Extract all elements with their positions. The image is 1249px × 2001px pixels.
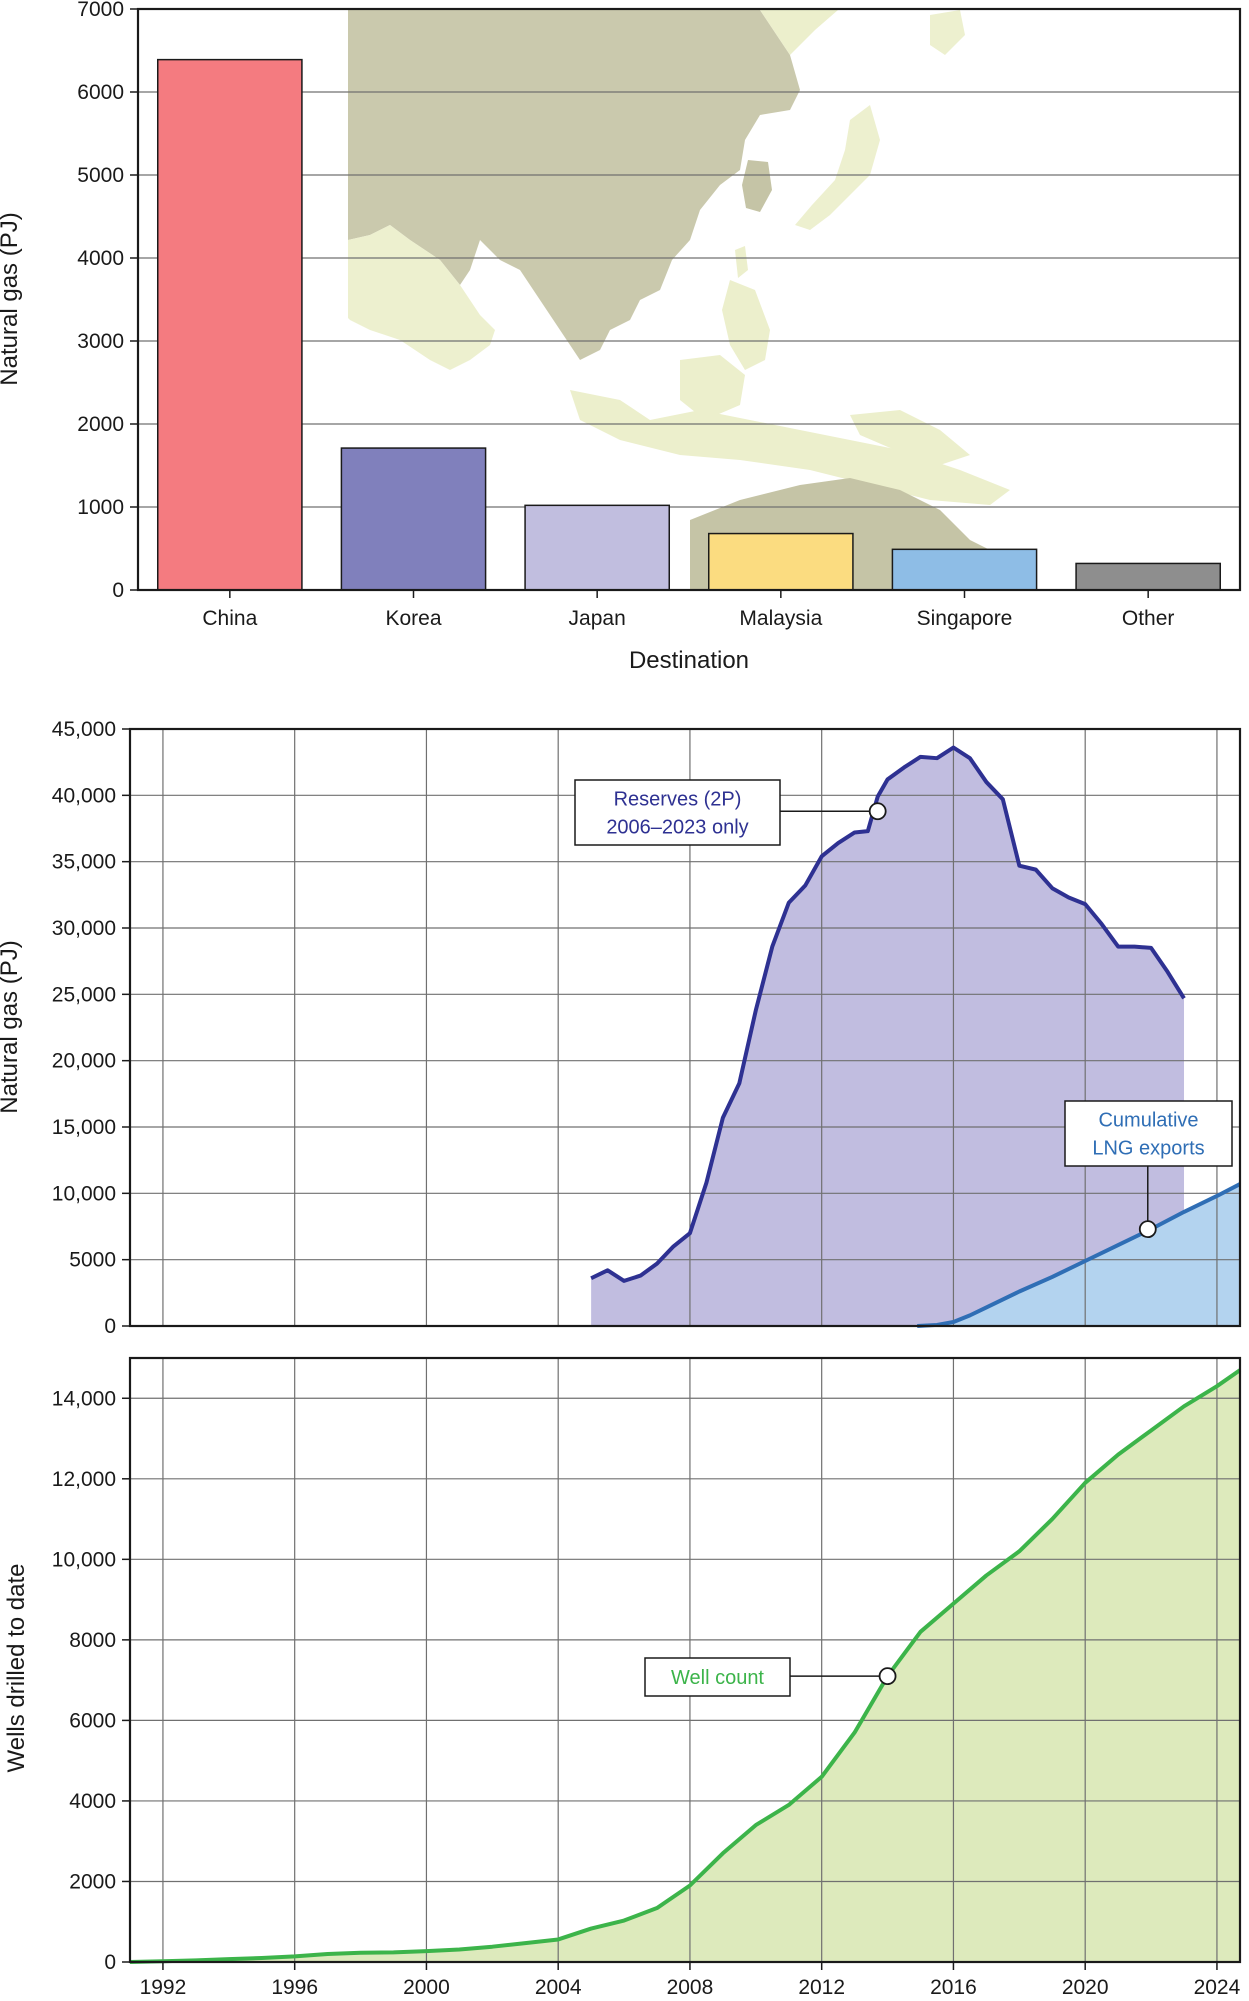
y-tick-label: 4000 bbox=[69, 1790, 116, 1813]
series-line-0 bbox=[590, 745, 1186, 1283]
wells-gridlines bbox=[130, 1358, 1240, 1962]
x-tick-label: Other bbox=[1122, 607, 1175, 630]
callout-label: Reserves (2P) bbox=[614, 789, 742, 811]
reserves-lng-y-axis-label: Natural gas (PJ) bbox=[0, 940, 23, 1113]
y-tick-label: 12,000 bbox=[52, 1468, 116, 1491]
destination-bar-chart: 0 1000 2000 3000 4000 5000 6000 7000 China Korea… bbox=[0, 0, 1242, 674]
bar-china bbox=[156, 58, 303, 591]
wells-lines bbox=[129, 1368, 1242, 1964]
callout-label: Well count bbox=[671, 1667, 764, 1689]
x-tick-label: 2012 bbox=[798, 1976, 845, 1999]
y-tick-label: 5000 bbox=[69, 1249, 116, 1272]
x-tick-label: China bbox=[202, 607, 257, 630]
bar-chart-frame bbox=[136, 7, 1242, 592]
x-tick-label: 2016 bbox=[930, 1976, 977, 1999]
y-tick-label: 3000 bbox=[77, 330, 124, 353]
series-area-1 bbox=[917, 1184, 1240, 1326]
callout-marker bbox=[1138, 1220, 1157, 1239]
bar-chart-gridlines bbox=[138, 91, 1240, 508]
bar-korea bbox=[340, 447, 487, 591]
wells-x-tick-labels: 1992 1996 2000 2004 2008 2012 2016 2020 2024 bbox=[140, 1962, 1241, 1999]
y-tick-label: 6000 bbox=[77, 81, 124, 104]
y-tick-label: 20,000 bbox=[52, 1050, 116, 1073]
y-tick-label: 14,000 bbox=[52, 1387, 116, 1410]
reserves-lng-series bbox=[591, 747, 1240, 1326]
map-land-japan bbox=[795, 105, 880, 230]
reserves-lng-callouts: Reserves (2P) 2006–2023 only Cumulative LNG… bbox=[574, 779, 1233, 1239]
y-tick-label: 8000 bbox=[69, 1629, 116, 1652]
y-tick-label: 1000 bbox=[77, 496, 124, 519]
map-land-philippines bbox=[722, 280, 770, 370]
y-tick-label: 35,000 bbox=[52, 851, 116, 874]
bar-malaysia bbox=[707, 532, 854, 591]
series-area-0 bbox=[130, 1370, 1240, 1962]
y-tick-label: 0 bbox=[104, 1951, 116, 1974]
x-tick-label: 2024 bbox=[1194, 1976, 1241, 1999]
x-tick-label: 1996 bbox=[271, 1976, 318, 1999]
map-land-taiwan bbox=[735, 246, 748, 278]
callout-label: Cumulative bbox=[1098, 1110, 1198, 1132]
bar-chart-y-tick-labels: 0 1000 2000 3000 4000 5000 6000 7000 bbox=[77, 0, 138, 602]
map-land-north bbox=[348, 10, 838, 55]
y-tick-label: 45,000 bbox=[52, 718, 116, 741]
map-land-west-edge bbox=[348, 225, 495, 370]
y-tick-label: 40,000 bbox=[52, 784, 116, 807]
x-tick-label: 2020 bbox=[1062, 1976, 1109, 1999]
map-land-korea bbox=[742, 160, 772, 212]
series-line-1 bbox=[917, 1182, 1241, 1328]
x-tick-label: 1992 bbox=[140, 1976, 187, 1999]
series-line-0 bbox=[129, 1368, 1242, 1964]
callout-label: 2006–2023 only bbox=[606, 817, 748, 839]
y-tick-label: 0 bbox=[112, 579, 124, 602]
map-land-indonesia bbox=[570, 390, 1010, 505]
callout-marker bbox=[878, 1667, 897, 1686]
x-tick-label: 2000 bbox=[403, 1976, 450, 1999]
y-tick-label: 10,000 bbox=[52, 1182, 116, 1205]
bar-singapore bbox=[891, 548, 1038, 591]
y-tick-label: 2000 bbox=[69, 1870, 116, 1893]
bar-chart-bars bbox=[156, 58, 1222, 591]
x-tick-label: Japan bbox=[569, 607, 626, 630]
reserves-lng-area-chart: 0 5000 10,000 15,000 20,000 25,000 30,000 35,00… bbox=[0, 718, 1242, 1338]
wells-series bbox=[130, 1370, 1240, 1962]
callout-label: LNG exports bbox=[1092, 1138, 1204, 1160]
y-tick-label: 2000 bbox=[77, 413, 124, 436]
series-area-0 bbox=[591, 747, 1185, 1326]
x-tick-label: 2004 bbox=[535, 1976, 582, 1999]
bar-other bbox=[1075, 562, 1222, 591]
map-land-borneo bbox=[680, 355, 745, 420]
wells-area-chart: 0 2000 4000 6000 8000 10,000 12,000 14,000 1992… bbox=[3, 1356, 1242, 1999]
bar-chart-x-tick-labels: China Korea Japan Malaysia Singapore Other bbox=[202, 590, 1174, 630]
callout-box bbox=[574, 779, 781, 846]
x-tick-label: 2008 bbox=[667, 1976, 714, 1999]
x-tick-label: Malaysia bbox=[739, 607, 822, 630]
y-tick-label: 15,000 bbox=[52, 1116, 116, 1139]
map-land-japan-north bbox=[930, 10, 965, 55]
x-tick-label: Korea bbox=[385, 607, 441, 630]
y-tick-label: 6000 bbox=[69, 1709, 116, 1732]
wells-y-axis-label: Wells drilled to date bbox=[3, 1564, 30, 1773]
callout-box bbox=[1064, 1100, 1233, 1167]
y-tick-label: 0 bbox=[104, 1315, 116, 1338]
map-land-mainland bbox=[348, 10, 800, 360]
wells-frame bbox=[128, 1356, 1242, 1964]
callout-box bbox=[644, 1657, 791, 1697]
y-tick-label: 25,000 bbox=[52, 983, 116, 1006]
reserves-lng-frame bbox=[128, 727, 1242, 1328]
callout-marker bbox=[868, 802, 887, 821]
reserves-lng-lines bbox=[590, 745, 1241, 1328]
bar-japan bbox=[524, 504, 671, 591]
y-tick-label: 30,000 bbox=[52, 917, 116, 940]
y-tick-label: 5000 bbox=[77, 164, 124, 187]
bar-chart-y-axis-label: Natural gas (PJ) bbox=[0, 212, 23, 385]
wells-callouts: Well count bbox=[644, 1657, 897, 1697]
y-tick-label: 7000 bbox=[77, 0, 124, 21]
y-tick-label: 10,000 bbox=[52, 1548, 116, 1571]
wells-y-tick-labels: 0 2000 4000 6000 8000 10,000 12,000 14,000 bbox=[52, 1387, 130, 1974]
reserves-lng-y-tick-labels: 0 5000 10,000 15,000 20,000 25,000 30,000 35,00… bbox=[52, 718, 130, 1338]
bar-chart-x-axis-label: Destination bbox=[629, 647, 749, 674]
x-tick-label: Singapore bbox=[917, 607, 1013, 630]
y-tick-label: 4000 bbox=[77, 247, 124, 270]
